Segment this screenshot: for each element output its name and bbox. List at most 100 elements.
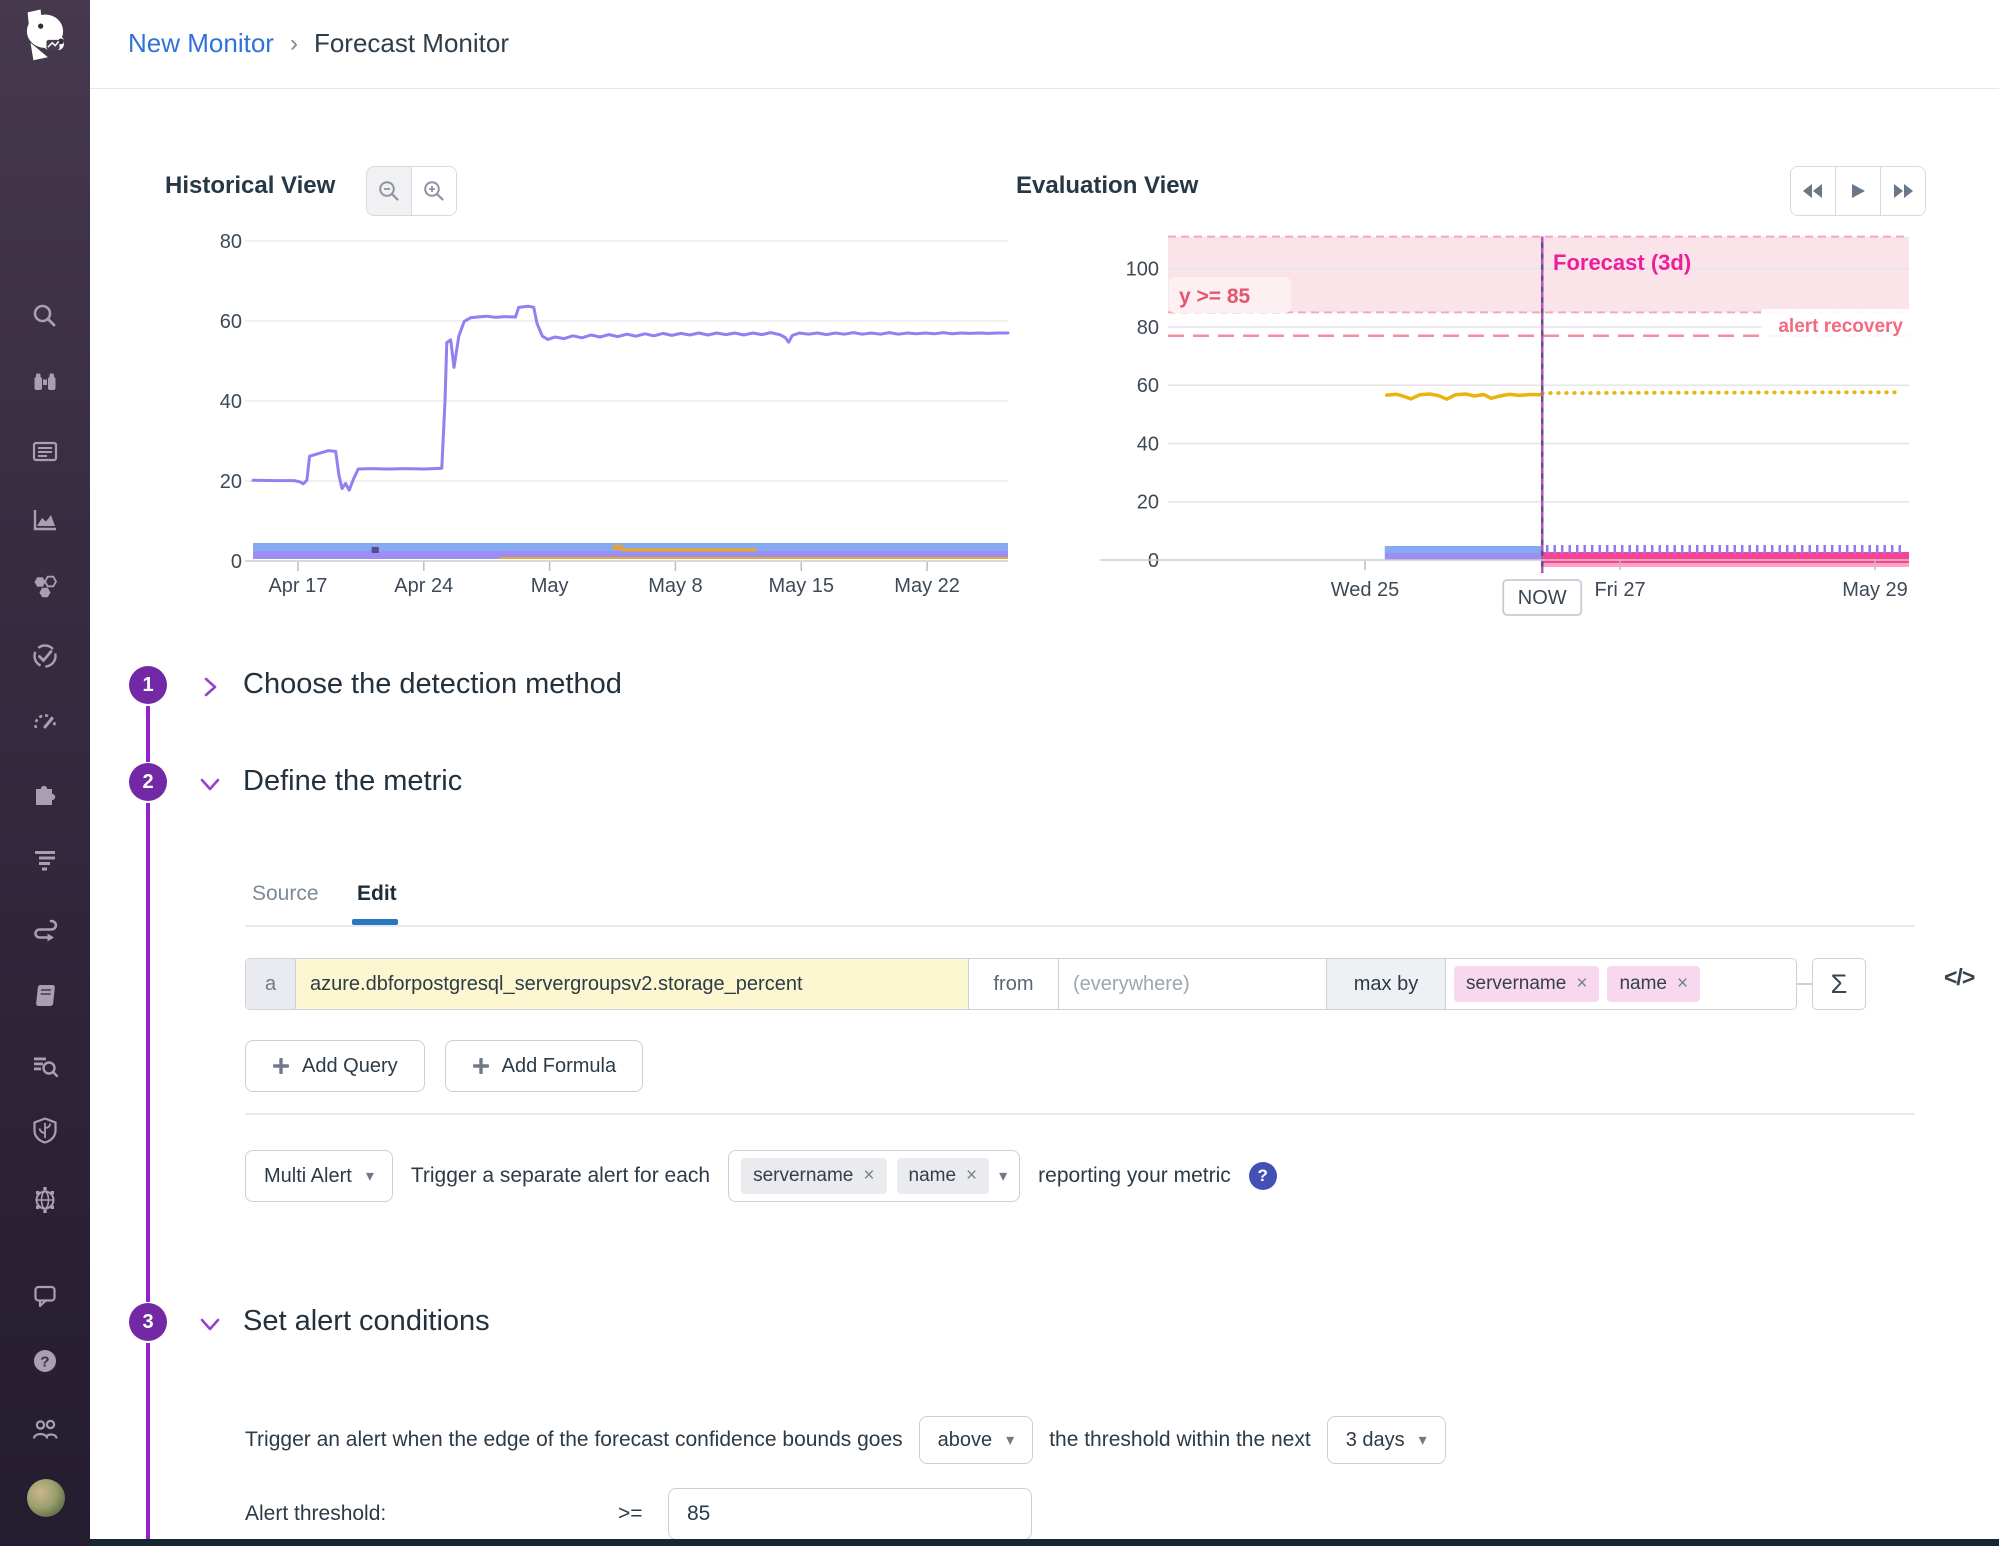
tag-label: servername (753, 1165, 854, 1186)
remove-tag-icon[interactable]: × (1676, 973, 1689, 994)
add-formula-label: Add Formula (501, 1054, 617, 1077)
group-by-tag-servername[interactable]: servername × (1454, 966, 1600, 1002)
query-buttons-row: Add Query Add Formula (245, 1040, 644, 1092)
search-icon[interactable] (0, 299, 90, 333)
svg-text:Apr 24: Apr 24 (394, 575, 453, 597)
query-letter-badge[interactable]: a (246, 959, 296, 1009)
alert-grouping-text: Trigger a separate alert for each (410, 1164, 711, 1187)
svg-text:60: 60 (1137, 375, 1159, 397)
svg-text:60: 60 (220, 311, 242, 333)
tab-edit[interactable]: Edit (357, 882, 397, 905)
remove-tag-icon[interactable]: × (966, 1165, 978, 1186)
caret-down-icon: ▾ (1418, 1432, 1427, 1449)
monitors-check-icon[interactable] (0, 639, 90, 673)
svg-text:May 15: May 15 (768, 575, 834, 597)
help-icon[interactable]: ? (0, 1344, 90, 1378)
step-3-title[interactable]: Set alert conditions (243, 1305, 490, 1337)
support-chat-icon[interactable] (0, 1279, 90, 1313)
tabs-divider (245, 925, 1915, 927)
group-by-tag-name[interactable]: name × (1607, 966, 1701, 1002)
integrations-puzzle-icon[interactable] (0, 775, 90, 809)
pipelines-link-icon[interactable] (0, 912, 90, 946)
step-connector-3 (146, 1343, 150, 1540)
svg-text:Forecast (3d): Forecast (3d) (1553, 250, 1691, 275)
organization-users-icon[interactable] (0, 1412, 90, 1446)
aggregation-select[interactable]: max by (1326, 959, 1446, 1009)
comparator-value: above (937, 1428, 993, 1451)
breadcrumb-separator-icon: › (289, 29, 298, 57)
svg-text:Fri 27: Fri 27 (1594, 579, 1645, 601)
condition-text-middle: the threshold within the next (1049, 1428, 1311, 1451)
code-view-button[interactable]: </> (1944, 964, 1975, 990)
alert-mode-select[interactable]: Multi Alert ▾ (245, 1150, 393, 1202)
threshold-value-input[interactable]: 85 (668, 1488, 1032, 1540)
svg-text:Apr 17: Apr 17 (268, 575, 327, 597)
threshold-operator: >= (618, 1502, 643, 1525)
sigma-aggregate-button[interactable]: Σ (1812, 958, 1866, 1010)
log-search-icon[interactable] (0, 1049, 90, 1083)
evaluation-view-title: Evaluation View (1016, 172, 1199, 199)
forecast-window-select[interactable]: 3 days ▾ (1326, 1416, 1446, 1464)
sigma-connector-line (1797, 983, 1812, 985)
svg-text:Wed 25: Wed 25 (1331, 579, 1400, 601)
step-3-badge: 3 (129, 1303, 167, 1341)
forecast-window-value: 3 days (1345, 1428, 1405, 1451)
tag-label: servername (1466, 973, 1567, 994)
add-query-label: Add Query (302, 1054, 398, 1077)
comparator-select[interactable]: above ▾ (918, 1416, 1034, 1464)
add-formula-button[interactable]: Add Formula (444, 1040, 644, 1092)
alert-grouping-select[interactable]: servername × name × ▾ (728, 1150, 1021, 1202)
grouping-help-icon[interactable]: ? (1248, 1162, 1277, 1190)
scope-input[interactable]: (everywhere) (1058, 959, 1326, 1009)
skip-back-button[interactable] (1791, 167, 1836, 215)
active-tab-underline (352, 919, 398, 925)
user-avatar[interactable] (27, 1479, 65, 1517)
notebooks-book-icon[interactable] (0, 979, 90, 1013)
metrics-chart-icon[interactable] (0, 503, 90, 537)
zoom-out-button[interactable] (367, 167, 412, 215)
alert-threshold-label: Alert threshold: (245, 1502, 387, 1525)
step-1-title[interactable]: Choose the detection method (243, 668, 622, 700)
skip-forward-button[interactable] (1881, 167, 1925, 215)
grouping-tag-servername[interactable]: servername × (741, 1158, 887, 1194)
svg-text:alert recovery: alert recovery (1778, 316, 1903, 337)
network-globe-icon[interactable] (0, 1183, 90, 1217)
play-button[interactable] (1836, 167, 1881, 215)
caret-down-icon: ▾ (1006, 1432, 1015, 1449)
grouping-tag-name[interactable]: name × (896, 1158, 990, 1194)
alert-grouping-row: Multi Alert ▾ Trigger a separate alert f… (245, 1150, 1277, 1202)
svg-text:100: 100 (1126, 259, 1159, 281)
infrastructure-hexagons-icon[interactable] (0, 571, 90, 605)
logs-filter-icon[interactable] (0, 842, 90, 876)
binoculars-watchdog-icon[interactable] (0, 367, 90, 401)
historical-chart[interactable]: 80 60 40 20 0 Apr 17 Apr 24 May May 8 May 15 May 2… (150, 230, 1030, 630)
step-2-title[interactable]: Define the metric (243, 765, 463, 797)
apm-gauge-icon[interactable] (0, 707, 90, 741)
svg-text:80: 80 (1137, 317, 1159, 339)
svg-text:NOW: NOW (1518, 587, 1567, 609)
section-divider (245, 1113, 1915, 1115)
remove-tag-icon[interactable]: × (863, 1165, 875, 1186)
step-1-badge: 1 (129, 666, 167, 704)
condition-text-before: Trigger an alert when the edge of the fo… (245, 1428, 903, 1451)
metric-name-field[interactable]: azure.dbforpostgresql_servergroupsv2.sto… (296, 959, 968, 1009)
tab-source[interactable]: Source (252, 882, 319, 905)
step-2-chevron-down-icon[interactable] (198, 772, 222, 796)
from-label: from (968, 959, 1058, 1009)
step-connector-1 (146, 706, 150, 762)
security-shield-icon[interactable] (0, 1113, 90, 1147)
step-3-chevron-down-icon[interactable] (198, 1312, 222, 1336)
reporting-metric-text: reporting your metric (1038, 1164, 1231, 1187)
add-query-button[interactable]: Add Query (245, 1040, 425, 1092)
breadcrumb-new-monitor[interactable]: New Monitor (128, 28, 274, 58)
events-list-icon[interactable] (0, 435, 90, 469)
svg-text:40: 40 (220, 391, 242, 413)
evaluation-chart[interactable]: 100 80 60 40 20 0 y >= 85 alert recovery Forecas… (1075, 230, 1955, 630)
zoom-in-button[interactable] (412, 167, 456, 215)
svg-text:May 8: May 8 (648, 575, 702, 597)
datadog-logo[interactable] (16, 8, 74, 66)
remove-tag-icon[interactable]: × (1576, 973, 1588, 994)
breadcrumb: New Monitor › Forecast Monitor (128, 28, 509, 59)
step-1-chevron-right-icon[interactable] (198, 675, 222, 699)
svg-text:May 29: May 29 (1842, 579, 1908, 601)
